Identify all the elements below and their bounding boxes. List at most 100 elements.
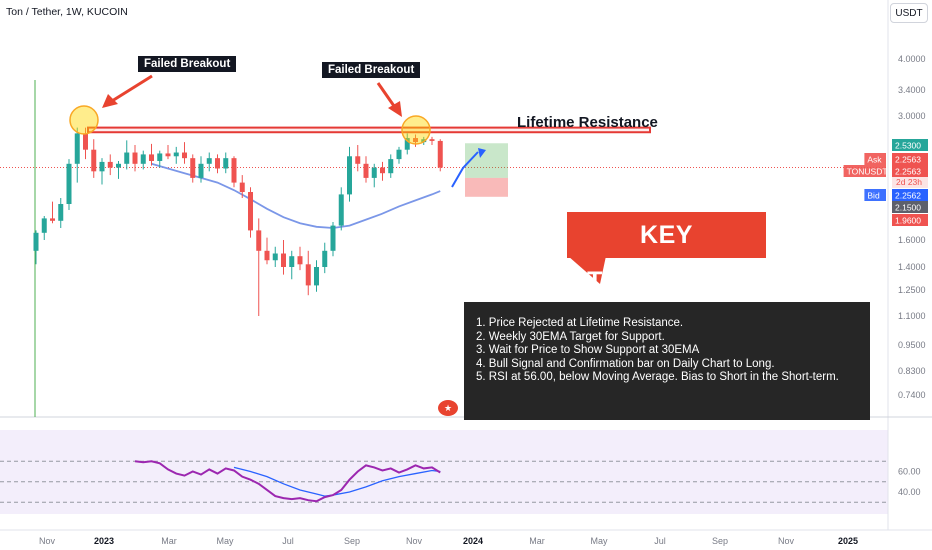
key-takeaways-box: KEY TAKEAWAYS (567, 212, 766, 295)
price-label-badge (892, 165, 928, 177)
time-tick-label: Nov (39, 536, 56, 546)
price-label-badge (892, 139, 928, 151)
candle-body (99, 161, 105, 172)
candle-body (132, 152, 138, 164)
price-label-tag (843, 165, 886, 177)
rsi-band-background (0, 430, 888, 514)
projection-path (451, 151, 479, 188)
candle-body (396, 149, 402, 160)
candle-body (50, 218, 55, 221)
note-line: 2. Weekly 30EMA Target for Support. (476, 330, 665, 343)
time-tick-label: Sep (344, 536, 360, 546)
candle-body (355, 156, 361, 164)
candle-body (363, 163, 369, 178)
price-label-badge (892, 189, 928, 201)
time-tick-label: Jul (654, 536, 666, 546)
price-label-value: 2.2563 (895, 155, 921, 165)
candle-body (231, 158, 237, 183)
price-label-badge (892, 214, 928, 226)
candle-body (58, 204, 64, 221)
candle-body (281, 253, 286, 267)
candle-body (223, 158, 229, 169)
time-tick-label: May (216, 536, 234, 546)
candle-body (248, 192, 253, 231)
candle-body (322, 250, 328, 267)
candle-body (338, 194, 344, 226)
candle-body (404, 138, 410, 150)
stop-zone (465, 177, 508, 197)
time-tick-label: 2025 (838, 536, 858, 546)
price-label-value: 2.2562 (895, 191, 921, 201)
candle-body (149, 154, 154, 161)
price-tick-label: 0.7400 (898, 390, 926, 400)
candle-body (437, 140, 443, 168)
price-tick-label: 3.0000 (898, 111, 926, 121)
candle-body (289, 256, 295, 267)
candle-body (182, 152, 187, 159)
time-tick-label: Nov (406, 536, 423, 546)
target-zone (465, 143, 508, 178)
candle-body (165, 153, 171, 157)
time-tick-label: Mar (161, 536, 177, 546)
price-tick-label: 1.4000 (898, 262, 926, 272)
price-label-value: 2.5300 (895, 141, 921, 151)
time-tick-label: Nov (778, 536, 795, 546)
time-tick-label: May (590, 536, 608, 546)
rsi-tick-label: 40.00 (898, 487, 921, 497)
price-tick-label: 0.9500 (898, 340, 926, 350)
rsi-line (134, 460, 441, 503)
candle-body (256, 230, 262, 251)
candle-body (116, 163, 121, 168)
candle-body (66, 163, 72, 204)
price-label-badge (892, 201, 928, 213)
symbol-title: Ton / Tether, 1W, KUCOIN (6, 6, 128, 18)
candle-body (140, 154, 146, 164)
us-flag-icon[interactable]: ★ (438, 400, 458, 416)
candle-body (74, 133, 80, 164)
candle-body (173, 152, 179, 157)
candle-body (421, 139, 427, 143)
takeaways-notes: 1. Price Rejected at Lifetime Resistance… (464, 302, 870, 420)
failed-breakout-callout-2: Failed Breakout (322, 62, 421, 78)
price-tick-label: 1.1000 (898, 311, 926, 321)
time-tick-label: 2023 (94, 536, 114, 546)
price-label-value: 1.9600 (895, 216, 921, 226)
rsi-tick-label: 60.00 (898, 467, 921, 477)
candle-body (107, 161, 113, 168)
candle-body (157, 153, 163, 161)
candle-body (83, 133, 88, 150)
callout-arrow-1 (111, 74, 153, 103)
candle-body (413, 138, 418, 143)
candle-body (297, 256, 303, 265)
callout-arrow-2-head (388, 101, 402, 117)
candle-body (272, 253, 278, 261)
price-label-name: Bid (867, 191, 880, 201)
failed-breakout-marker-2 (401, 115, 431, 145)
candle-body (347, 156, 352, 195)
candle-body (33, 232, 39, 251)
price-label-name: Ask (867, 155, 882, 165)
currency-badge[interactable]: USDT (890, 3, 928, 23)
failed-breakout-callout-1: Failed Breakout (138, 56, 237, 72)
candle-body (124, 152, 130, 164)
candle-body (190, 158, 196, 178)
price-tick-label: 3.4000 (898, 85, 926, 95)
note-line: 4. Bull Signal and Confirmation bar on D… (476, 357, 775, 370)
failed-breakout-marker-1 (69, 105, 99, 135)
projection-arrowhead (478, 148, 486, 158)
price-label-value: 2.2563 (895, 167, 921, 177)
candle-body (305, 264, 311, 286)
countdown-badge (892, 177, 928, 188)
price-tick-label: 1.2500 (898, 285, 926, 295)
candle-body (239, 182, 245, 192)
candle-body (91, 149, 97, 172)
candle-body (198, 163, 204, 178)
candle-body (314, 267, 319, 286)
price-label-name: TONUSDT (847, 167, 888, 177)
note-line: 3. Wait for Price to Show Support at 30E… (476, 344, 700, 356)
candle-body (264, 250, 270, 261)
candle-body (330, 225, 336, 251)
price-label-tag (864, 153, 886, 165)
